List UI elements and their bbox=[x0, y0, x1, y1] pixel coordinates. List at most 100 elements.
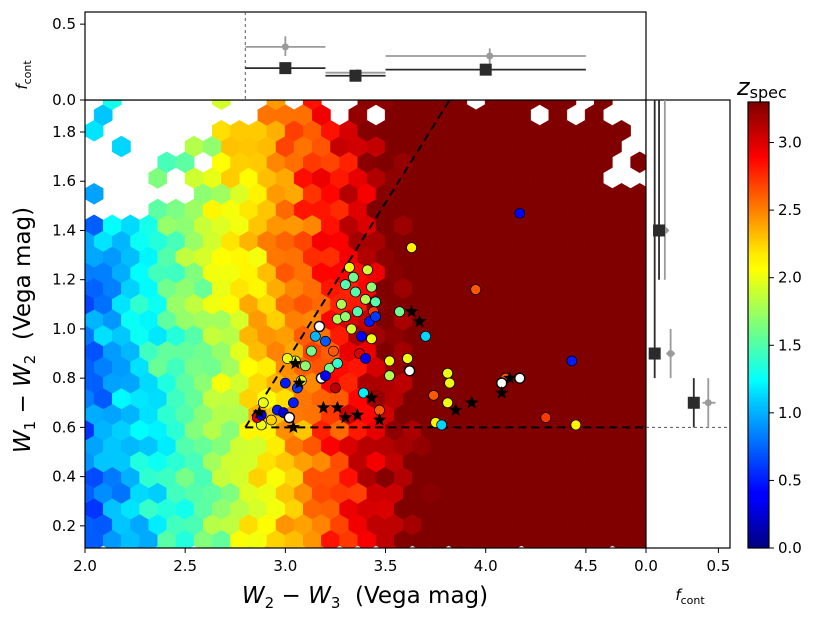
right-x-tick-label: 0.5 bbox=[706, 557, 730, 575]
right-frame bbox=[645, 99, 731, 549]
spec-point bbox=[340, 311, 351, 322]
star-point bbox=[495, 385, 509, 399]
hexbin-cell bbox=[262, 545, 272, 548]
hexbin-cell bbox=[85, 345, 86, 357]
star-point bbox=[449, 403, 463, 416]
colorbar-tick-label: 0.0 bbox=[778, 539, 802, 557]
colorbar: 0.0 0.5 1.0 1.5 2.0 2.5 3.0 zspec bbox=[736, 73, 802, 557]
hexbin-cell bbox=[448, 100, 468, 111]
hexbin-cell bbox=[357, 100, 377, 111]
top-y-tick-label: 0.5 bbox=[52, 15, 76, 33]
hexbin-cell bbox=[480, 545, 490, 548]
star-point bbox=[252, 405, 266, 419]
spec-point bbox=[282, 353, 293, 364]
y-tick-label: 0.6 bbox=[52, 418, 76, 436]
top-black-point-marker bbox=[479, 63, 492, 76]
colorbar-tick-label: 2.0 bbox=[778, 269, 802, 287]
colorbar-label: zspec bbox=[736, 73, 787, 102]
main-x-ticks: 2.0 2.5 3.0 3.5 4.0 4.5 bbox=[73, 548, 598, 575]
hexbin-cell bbox=[58, 388, 76, 409]
hexbin-cell bbox=[375, 100, 395, 111]
spec-point bbox=[348, 271, 359, 283]
hexbin-cell bbox=[553, 545, 563, 548]
top-black-point-marker bbox=[279, 62, 292, 75]
top-y-tick-label: 0.0 bbox=[52, 91, 76, 109]
hexbin-cell bbox=[625, 545, 636, 548]
hexbin-cell bbox=[389, 545, 399, 548]
spectroscopic-points bbox=[251, 207, 582, 431]
hexbin-cell bbox=[102, 100, 122, 111]
hexbin-cell bbox=[316, 545, 327, 548]
hexbin-cell bbox=[534, 545, 545, 548]
spec-point bbox=[280, 377, 291, 389]
spec-point bbox=[406, 242, 417, 254]
spec-point bbox=[358, 387, 369, 399]
hexbin-cell bbox=[298, 545, 308, 548]
hexbin-cell bbox=[58, 483, 76, 504]
spec-point bbox=[362, 264, 373, 276]
hexbin-cell bbox=[393, 100, 413, 111]
colorbar-ticks: 0.0 0.5 1.0 1.5 2.0 2.5 3.0 bbox=[769, 134, 802, 557]
star-points bbox=[252, 304, 517, 433]
spec-point bbox=[370, 296, 381, 308]
spec-point bbox=[384, 370, 395, 382]
spec-point bbox=[394, 306, 405, 318]
top-panel: 0.0 0.5 fcont bbox=[13, 11, 647, 109]
spec-point bbox=[344, 262, 355, 273]
spec-point bbox=[257, 397, 269, 409]
spec-point bbox=[402, 353, 413, 364]
hexbin-cell bbox=[498, 545, 509, 548]
spec-point bbox=[346, 323, 357, 335]
star-point bbox=[372, 413, 387, 426]
spec-point bbox=[566, 355, 578, 367]
hexbin-cell bbox=[266, 100, 286, 111]
hexbin-cell bbox=[557, 100, 577, 111]
hexbin-cell bbox=[430, 100, 449, 111]
right-black-point-marker bbox=[653, 224, 666, 237]
spec-point bbox=[265, 414, 277, 426]
spec-point bbox=[444, 377, 455, 389]
y-tick-label: 0.4 bbox=[52, 468, 76, 486]
x-tick-label: 3.0 bbox=[273, 557, 297, 575]
right-x-tick-label: 0.0 bbox=[634, 557, 658, 575]
hexbin-cell bbox=[593, 100, 613, 111]
spec-point bbox=[366, 281, 377, 293]
spec-point bbox=[306, 345, 317, 357]
spec-point bbox=[320, 335, 331, 347]
star-point bbox=[503, 371, 517, 384]
spec-point bbox=[384, 355, 395, 367]
spec-point bbox=[428, 390, 439, 401]
top-gray-point-marker bbox=[281, 43, 289, 51]
right-gray-point-marker bbox=[667, 350, 675, 358]
hexbin-cell bbox=[503, 100, 522, 111]
colorbar-gradient bbox=[747, 101, 770, 549]
top-gray-point-marker bbox=[486, 52, 494, 60]
hexbin-cell bbox=[85, 440, 86, 452]
main-x-label: W2 − W3 (Vega mag) bbox=[242, 583, 488, 612]
spec-point bbox=[370, 311, 381, 322]
star-point bbox=[404, 304, 419, 318]
hexbin-cell bbox=[112, 135, 131, 158]
right-black-point-marker bbox=[687, 396, 700, 409]
colorbar-tick-label: 1.5 bbox=[778, 336, 802, 354]
star-point bbox=[330, 400, 345, 414]
star-point bbox=[364, 390, 379, 404]
star-point bbox=[338, 410, 353, 424]
hexbin-cell bbox=[462, 545, 472, 548]
spec-point bbox=[310, 330, 321, 342]
spec-point bbox=[328, 345, 339, 357]
hexbin-density bbox=[58, 100, 646, 548]
spec-point bbox=[514, 207, 526, 219]
spec-point bbox=[283, 411, 296, 424]
top-black-point-marker bbox=[349, 69, 362, 82]
x-tick-label: 2.5 bbox=[173, 557, 197, 575]
y-tick-label: 1.8 bbox=[52, 123, 76, 141]
star-point bbox=[292, 376, 306, 389]
top-contamination-points bbox=[244, 12, 586, 100]
hexbin-cell bbox=[630, 183, 646, 205]
top-y-ticks: 0.0 0.5 bbox=[52, 15, 85, 109]
spec-point bbox=[356, 330, 367, 342]
right-x-ticks: 0.0 0.5 bbox=[634, 548, 730, 575]
main-y-label: W1 − W2 (Vega mag) bbox=[10, 207, 39, 453]
spec-point bbox=[360, 353, 371, 364]
